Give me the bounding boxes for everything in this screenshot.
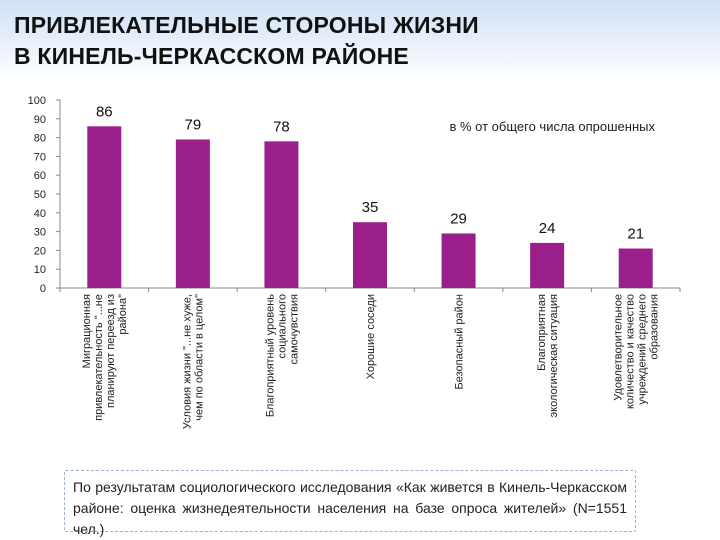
bar-3 [264, 141, 299, 288]
bar-value-label: 79 [185, 116, 202, 133]
y-tick-label: 40 [34, 208, 46, 220]
category-label-line: Миграционная [81, 294, 93, 368]
bar-value-label: 86 [96, 103, 113, 120]
category-label-line: Условия жизни "...не хуже, [182, 294, 194, 429]
bar-1 [87, 126, 122, 288]
category-label-line: Хорошие соседи [365, 294, 377, 379]
y-tick-label: 0 [40, 283, 46, 295]
y-tick-label: 90 [34, 114, 46, 126]
category-label-line: количество и качество [625, 294, 637, 409]
category-label-line: социального [276, 294, 288, 359]
category-label-line: Благоприятная [536, 294, 548, 371]
page-title: ПРИВЛЕКАТЕЛЬНЫЕ СТОРОНЫ ЖИЗНИ В КИНЕЛЬ-Ч… [14, 10, 479, 72]
category-label: Безопасный район [453, 294, 465, 389]
category-label: Миграционнаяпривлекательность "...неплан… [81, 294, 129, 421]
bar-value-label: 21 [627, 226, 644, 243]
chart-annotation: в % от общего числа опрошенных [449, 119, 655, 134]
bar-value-label: 78 [273, 118, 290, 135]
category-label-line: Удовлетворительное [613, 294, 625, 401]
category-label-line: Безопасный район [453, 294, 465, 389]
category-label-line: планируют переезд из [105, 294, 117, 408]
bar-value-label: 24 [539, 220, 556, 237]
y-tick-label: 30 [34, 227, 46, 239]
category-label-line: чем по области в целом" [194, 294, 206, 421]
page-title-line-2: В КИНЕЛЬ-ЧЕРКАССКОМ РАЙОНЕ [14, 43, 409, 69]
bar-2 [175, 139, 210, 288]
y-tick-label: 70 [34, 151, 46, 163]
bar-value-label: 29 [450, 210, 467, 227]
y-tick-label: 50 [34, 189, 46, 201]
bar-6 [530, 242, 565, 288]
title-band [0, 0, 720, 82]
category-label-line: самочувствия [288, 294, 300, 365]
category-label: Благоприятнаяэкологическая ситуация [536, 294, 560, 418]
bar-4 [353, 222, 387, 288]
category-label-line: привлекательность "...не [93, 294, 105, 421]
category-label-line: района" [117, 294, 129, 335]
bar-value-label: 35 [362, 199, 379, 216]
category-label: Хорошие соседи [365, 294, 377, 379]
y-tick-label: 100 [28, 95, 46, 107]
category-label-line: учреждений среднего [637, 294, 649, 405]
category-label-line: образования [649, 294, 661, 360]
bar-7 [618, 248, 653, 288]
y-tick-label: 80 [34, 133, 46, 145]
y-tick-label: 60 [34, 170, 46, 182]
y-tick-label: 20 [34, 245, 46, 257]
survey-footnote: По результатам социологического исследов… [64, 470, 636, 537]
bar-5 [441, 233, 476, 288]
category-label: Условия жизни "...не хуже,чем по области… [182, 294, 206, 429]
category-label-line: Благоприятный уровень [264, 294, 276, 417]
category-label-line: экологическая ситуация [548, 294, 560, 418]
y-tick-label: 10 [34, 264, 46, 276]
bar-chart: 0 10 20 30 40 50 60 70 80 90 100 в % от общего числ… [28, 95, 681, 429]
category-label: Благоприятный уровеньсоциальногосамочувс… [264, 294, 300, 417]
page-title-line-1: ПРИВЛЕКАТЕЛЬНЫЕ СТОРОНЫ ЖИЗНИ [14, 12, 479, 38]
category-label: Удовлетворительноеколичество и качествоу… [613, 294, 661, 409]
